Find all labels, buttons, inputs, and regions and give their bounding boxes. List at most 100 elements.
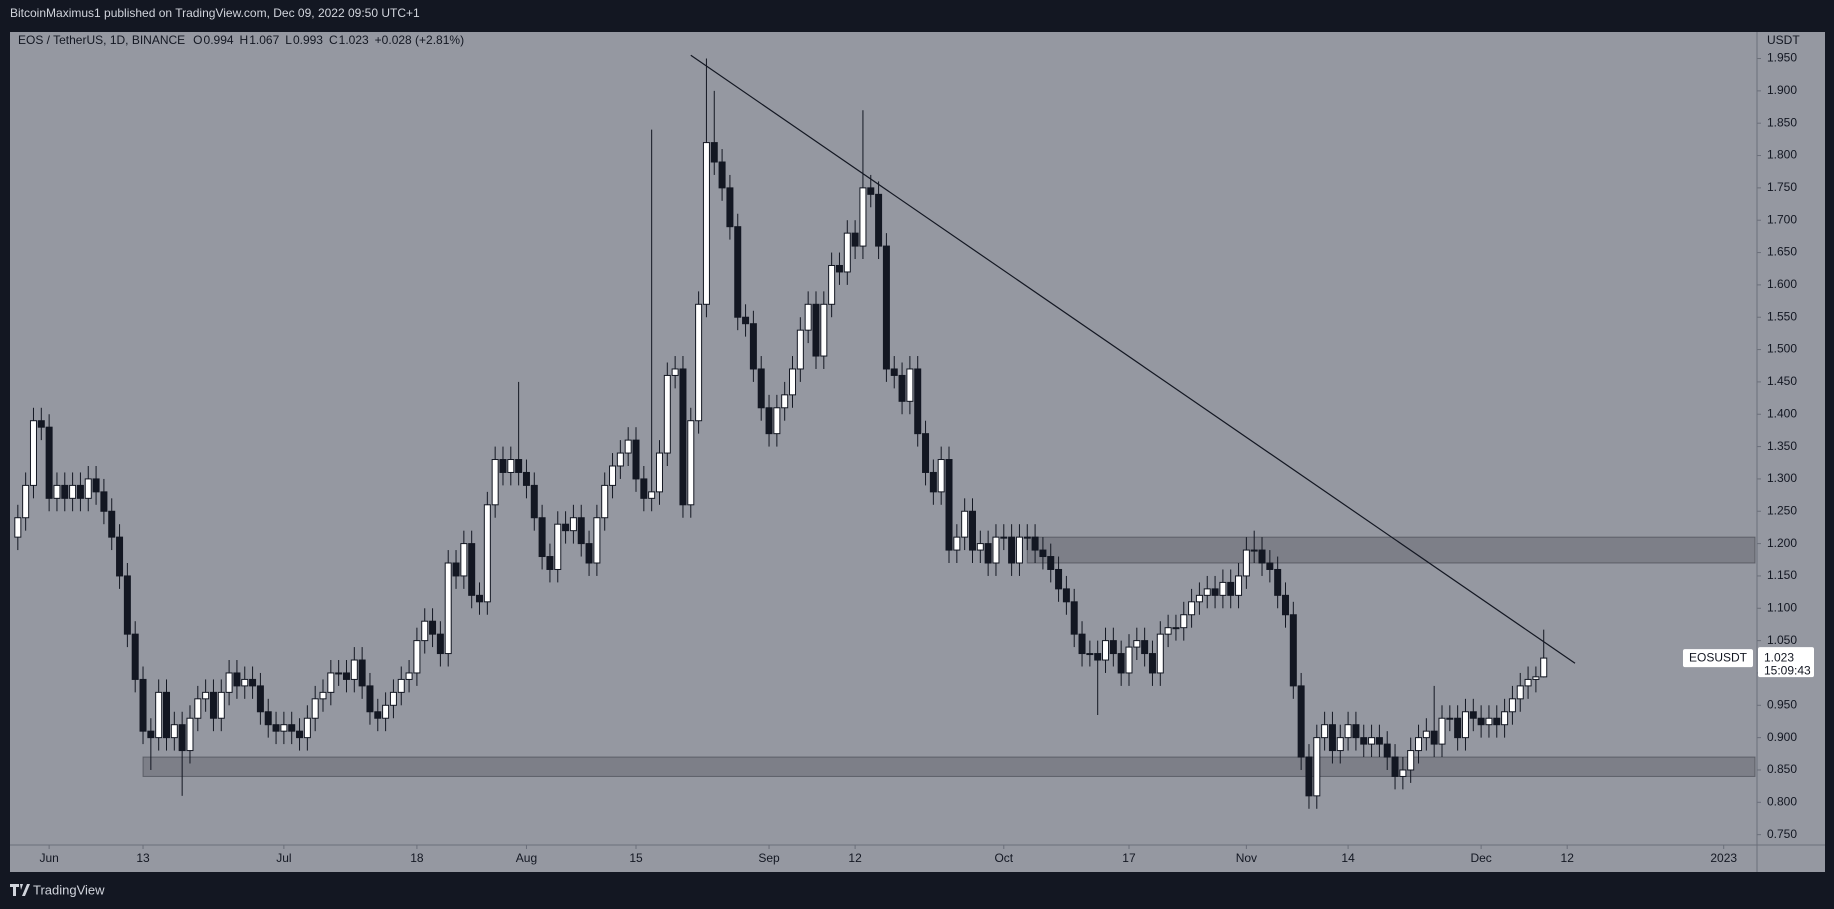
y-tick-label: 1.700 (1767, 212, 1797, 226)
candle-body (1360, 737, 1368, 745)
candle-body (781, 394, 789, 409)
candle-body (538, 517, 546, 558)
x-tick-label: 13 (136, 851, 150, 865)
candle-body (1156, 633, 1164, 674)
candle-body (1109, 640, 1117, 655)
candle-body (890, 368, 898, 376)
legend-value: 0.993 (293, 33, 323, 47)
candle-body (436, 633, 444, 655)
candle-body (429, 620, 437, 635)
candle-body (953, 536, 961, 551)
candle-body (209, 691, 217, 719)
candle-body (288, 724, 296, 732)
candle-body (1070, 601, 1078, 635)
candle-body (773, 407, 781, 435)
candle-body (882, 245, 890, 370)
candle-body (499, 459, 507, 473)
candle-body (507, 459, 515, 473)
candle-body (1047, 556, 1055, 570)
candles (14, 58, 1548, 809)
x-tick-label: Sep (758, 851, 780, 865)
y-tick-label: 0.800 (1767, 794, 1797, 808)
candle-body (718, 161, 726, 189)
candle-body (812, 303, 820, 357)
candle-body (562, 523, 570, 532)
zone (1026, 536, 1756, 564)
candle-body (749, 323, 757, 370)
candle-body (663, 374, 671, 454)
candle-body (29, 420, 37, 486)
footer-logo (10, 884, 30, 896)
candle-body (444, 562, 452, 655)
y-tick-label: 1.600 (1767, 277, 1797, 291)
candle-body (389, 691, 397, 706)
candle-body (1375, 737, 1383, 745)
candle-body (1219, 581, 1227, 596)
candle-body (1321, 724, 1329, 739)
y-tick-label: 0.950 (1767, 697, 1797, 711)
candle-body (945, 459, 953, 551)
legend-label: C (329, 33, 338, 47)
candle-body (1446, 717, 1454, 720)
candle-body (1125, 646, 1133, 674)
candle-body (382, 704, 390, 719)
legend-label: L (285, 33, 292, 47)
y-tick-label: 1.100 (1767, 600, 1797, 614)
candle-body (1102, 640, 1110, 661)
y-tick-label: 0.900 (1767, 730, 1797, 744)
zone (142, 756, 1756, 777)
candle-body (648, 491, 656, 499)
header-text: BitcoinMaximus1 published on TradingView… (10, 6, 420, 20)
price-label-box (1758, 647, 1814, 678)
candle-body (609, 465, 617, 486)
candle-body (1274, 568, 1282, 596)
candle-body (875, 193, 883, 247)
candle-body (1195, 594, 1203, 603)
y-tick-label: 1.750 (1767, 180, 1797, 194)
candle-body (69, 484, 77, 499)
candle-body (1289, 614, 1297, 687)
candle-body (546, 556, 554, 570)
candle-body (742, 316, 750, 325)
trendline (690, 54, 1576, 664)
candle-body (789, 368, 797, 396)
y-tick-label: 1.550 (1767, 309, 1797, 323)
candle-body (968, 510, 976, 551)
candle-body (335, 672, 343, 675)
series-name-box (1682, 649, 1753, 668)
y-tick-label: 1.950 (1767, 51, 1797, 65)
candle-body (726, 187, 734, 228)
candle-body (1430, 730, 1438, 745)
candle-body (421, 620, 429, 642)
candle-body (350, 659, 358, 680)
y-tick-label: 0.850 (1767, 762, 1797, 776)
candle-body (155, 691, 163, 739)
candle-body (405, 672, 413, 680)
candle-body (922, 433, 930, 473)
candle-body (702, 142, 710, 305)
candle-body (1524, 678, 1532, 687)
candle-body (1501, 711, 1509, 726)
x-tick-label: 17 (1122, 851, 1136, 865)
x-tick-label: 15 (629, 851, 643, 865)
candle-body (1133, 640, 1141, 648)
candle-body (1235, 575, 1243, 596)
candle-body (45, 426, 53, 499)
candle-body (139, 678, 147, 732)
candle-body (14, 517, 22, 538)
x-tick-label: Oct (994, 851, 1013, 865)
candle-body (123, 575, 131, 635)
candle-body (624, 439, 632, 454)
candle-body (984, 543, 992, 564)
candle-body (476, 594, 484, 603)
legend-value: 0.994 (204, 33, 234, 47)
candle-body (1438, 717, 1446, 745)
x-tick-label: 2023 (1710, 851, 1737, 865)
x-tick-label: Aug (516, 851, 537, 865)
axis-unit: USDT (1767, 33, 1800, 47)
candle-body (194, 698, 202, 719)
x-tick-label: 12 (1561, 851, 1575, 865)
candle-body (1415, 737, 1423, 752)
candle-body (452, 562, 460, 577)
